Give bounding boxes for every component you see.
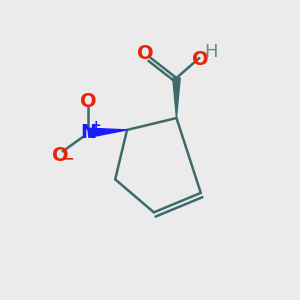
Polygon shape xyxy=(88,128,127,137)
Text: O: O xyxy=(52,146,68,165)
Text: N: N xyxy=(80,123,97,142)
Text: O: O xyxy=(80,92,97,111)
Text: O: O xyxy=(137,44,154,63)
Text: +: + xyxy=(90,119,101,132)
Text: −: − xyxy=(63,152,74,166)
Text: O: O xyxy=(193,50,209,69)
Polygon shape xyxy=(173,78,180,118)
Text: H: H xyxy=(205,43,218,61)
